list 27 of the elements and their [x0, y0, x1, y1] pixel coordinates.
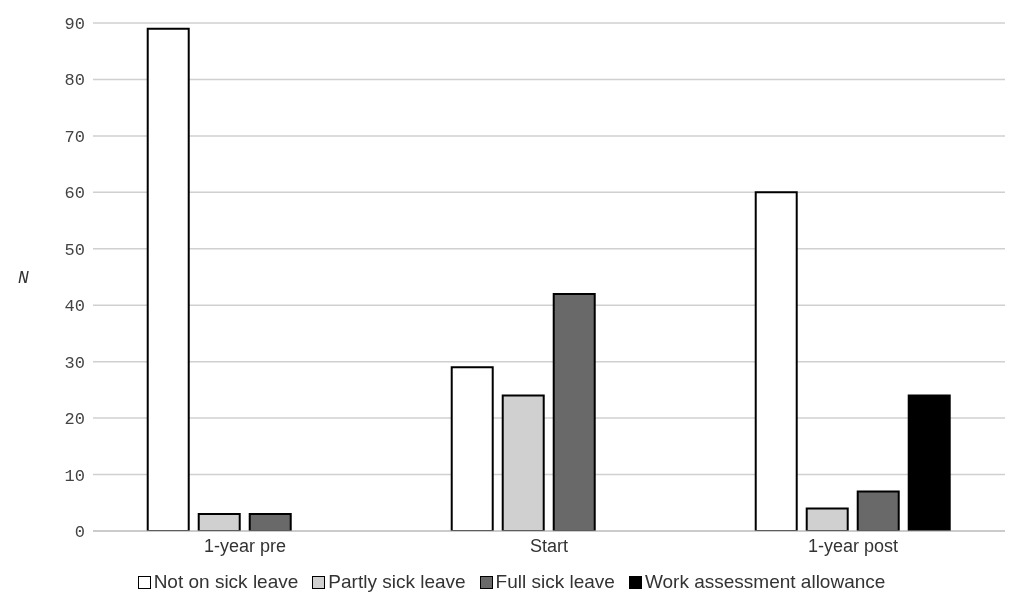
- y-tick-label: 40: [64, 297, 85, 317]
- bar: [856, 490, 900, 531]
- x-tick-label: 1-year post: [807, 535, 899, 556]
- bar: [552, 292, 596, 531]
- legend-label: Partly sick leave: [327, 571, 466, 593]
- x-tick-label: Start: [529, 535, 569, 556]
- bar: [450, 366, 494, 531]
- y-axis-title: N: [18, 268, 29, 289]
- legend-label: Not on sick leave: [152, 571, 299, 593]
- bar: [248, 513, 292, 531]
- y-tick-label: 80: [64, 71, 85, 91]
- y-tick-label: 20: [64, 410, 85, 430]
- y-tick-label: 90: [64, 15, 85, 35]
- legend-label: Work assessment allowance: [643, 571, 886, 593]
- y-tick-label: 70: [64, 127, 85, 147]
- legend-label: Full sick leave: [494, 571, 615, 593]
- x-tick-label: 1-year pre: [203, 535, 287, 556]
- bar: [197, 513, 241, 531]
- bar: [754, 191, 798, 531]
- y-tick-label: 30: [64, 353, 85, 373]
- y-tick-label: 50: [64, 240, 85, 260]
- bar: [805, 507, 849, 531]
- bar: [146, 27, 190, 531]
- bar: [907, 394, 951, 531]
- y-tick-label: 10: [64, 466, 85, 486]
- y-tick-label: 0: [74, 523, 85, 543]
- y-tick-label: 60: [64, 184, 85, 204]
